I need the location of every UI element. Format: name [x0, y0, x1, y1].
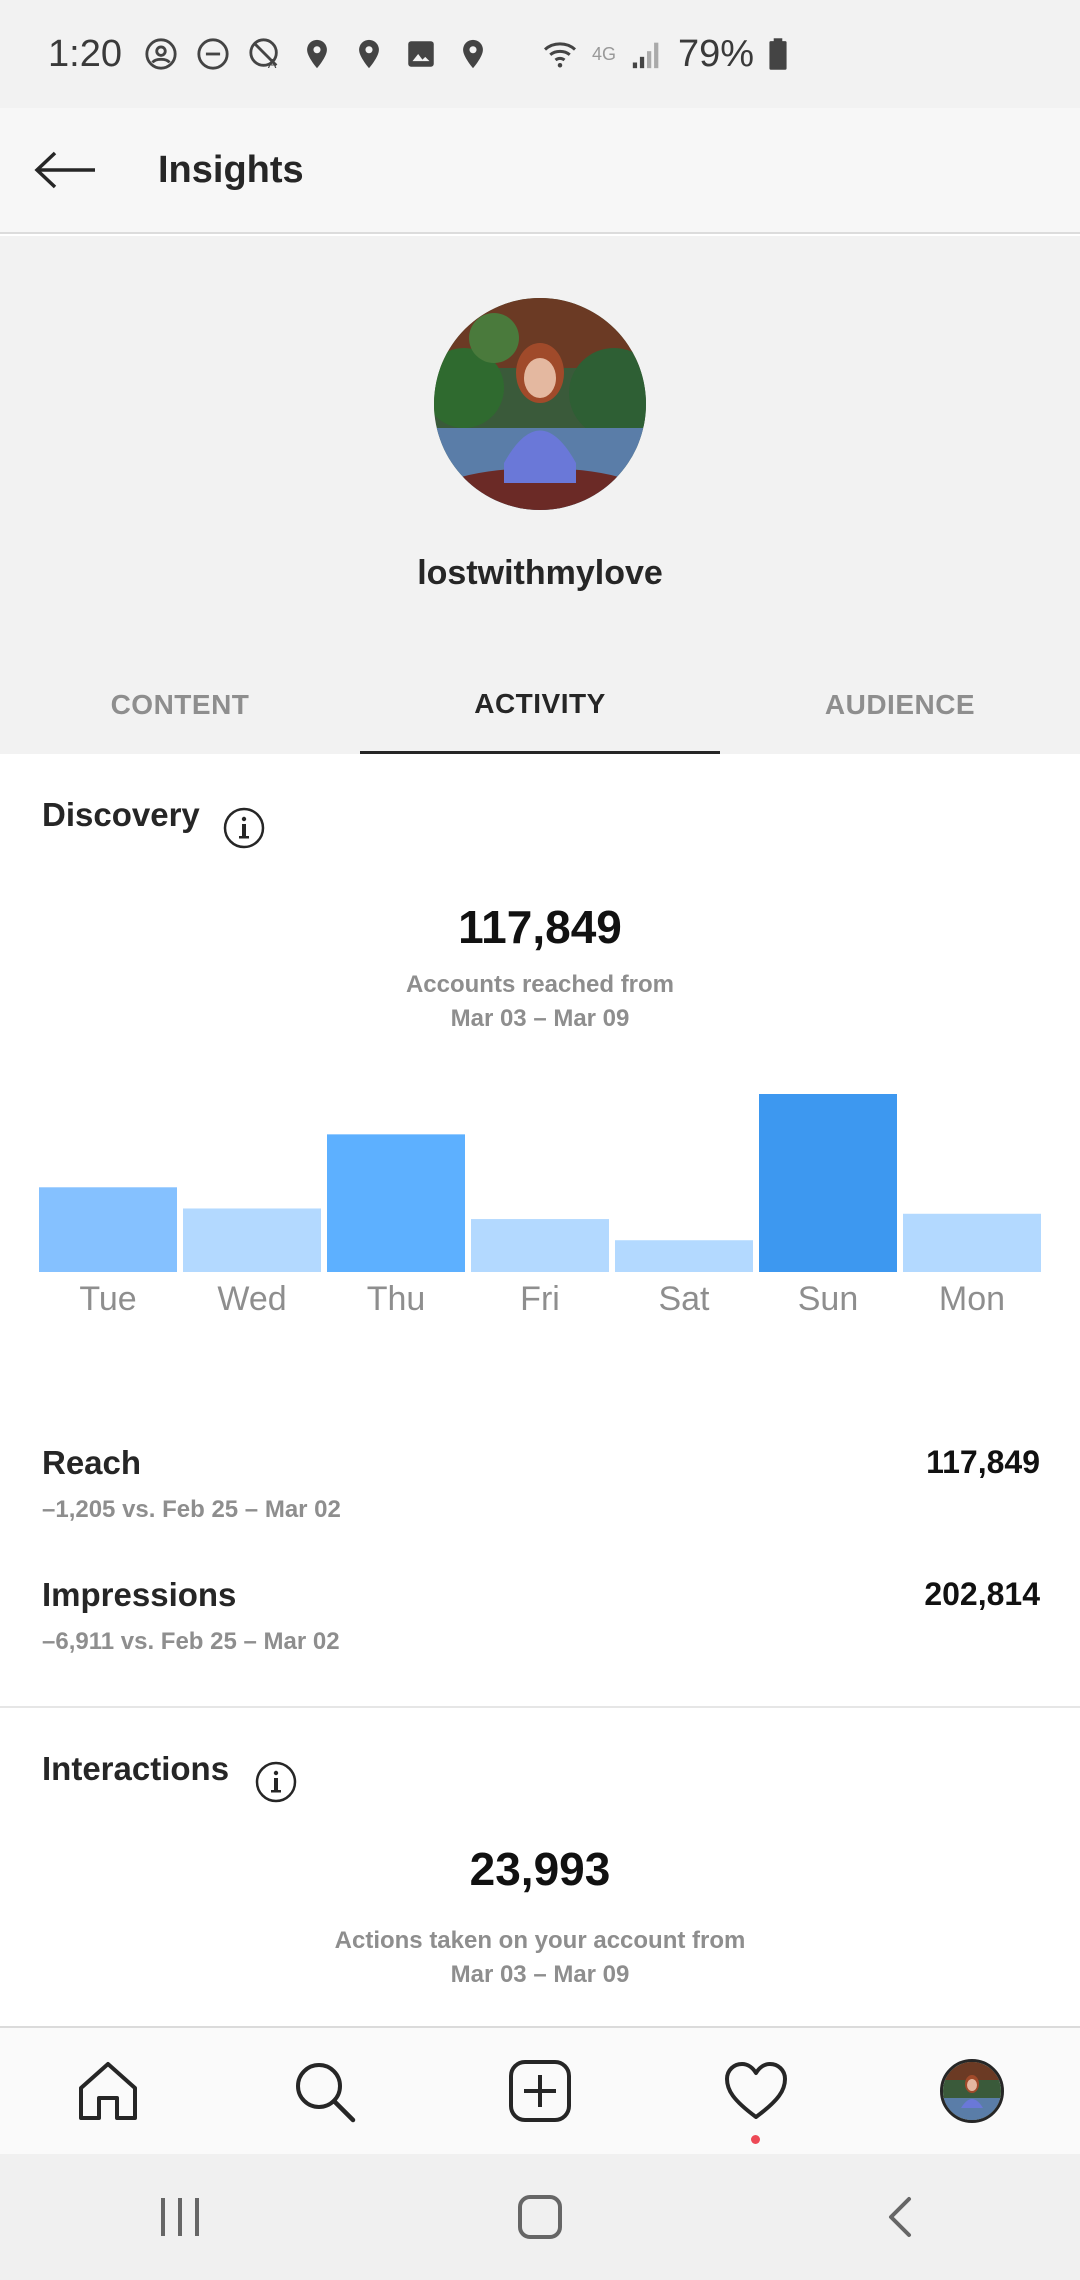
- section-divider: [0, 1706, 1080, 1708]
- discovery-bar-chart: Tue Wed Thu Fri Sat Sun Mon: [36, 1092, 1044, 1318]
- back-system-button[interactable]: [840, 2167, 960, 2267]
- network-type-label: 4G: [591, 43, 616, 64]
- location-icon: [463, 39, 483, 69]
- home-system-button[interactable]: [480, 2167, 600, 2267]
- auto-sync-off-icon: A: [249, 38, 278, 71]
- do-not-disturb-icon: [197, 38, 229, 70]
- impressions-delta: –6,911 vs. Feb 25 – Mar 02: [42, 1628, 340, 1655]
- add-post-icon: [509, 2060, 571, 2122]
- system-nav-bar: [0, 2154, 1080, 2280]
- chart-bar-fri[interactable]: [471, 1219, 609, 1272]
- nav-search[interactable]: [269, 2036, 379, 2146]
- notification-dot: [751, 2135, 760, 2144]
- interactions-title: Interactions: [42, 1750, 230, 1787]
- chart-bar-sun[interactable]: [759, 1092, 897, 1272]
- chart-x-label: Sun: [798, 1280, 859, 1314]
- interactions-caption-line2: Mar 03 – Mar 09: [450, 1961, 630, 1988]
- tab-content[interactable]: CONTENT: [110, 689, 250, 720]
- status-time: 1:20: [48, 32, 122, 75]
- profile-section: lostwithmylove CONTENT ACTIVITY AUDIENCE: [0, 236, 1080, 754]
- bottom-nav: [0, 2026, 1080, 2154]
- chevron-left-icon: [889, 2197, 911, 2237]
- impressions-metric[interactable]: Impressions 202,814 –6,911 vs. Feb 25 – …: [42, 1576, 1040, 1656]
- battery-percentage: 79%: [677, 32, 755, 75]
- activity-content: Discovery 117,849 Accounts reached from …: [0, 754, 1080, 2026]
- chart-x-label: Fri: [520, 1280, 560, 1314]
- image-icon: [408, 41, 434, 67]
- impressions-value: 202,814: [924, 1576, 1040, 1612]
- nav-profile[interactable]: [917, 2036, 1027, 2146]
- discovery-total: 117,849: [458, 901, 622, 953]
- chart-x-label: Tue: [79, 1280, 136, 1314]
- status-system-icons: 4G 79%: [542, 33, 788, 76]
- heart-icon: [725, 2062, 787, 2119]
- nav-new-post[interactable]: [485, 2036, 595, 2146]
- chart-bar-mon[interactable]: [903, 1213, 1041, 1272]
- reach-metric[interactable]: Reach 117,849 –1,205 vs. Feb 25 – Mar 02: [42, 1444, 1040, 1524]
- tab-audience[interactable]: AUDIENCE: [824, 689, 976, 720]
- profile-username: lostwithmylove: [417, 554, 663, 592]
- reach-label: Reach: [42, 1444, 142, 1481]
- location-icon: [359, 39, 379, 69]
- impressions-label: Impressions: [42, 1576, 237, 1613]
- status-notification-icons: A: [144, 37, 490, 71]
- reach-value: 117,849: [926, 1444, 1040, 1480]
- svg-text:A: A: [268, 56, 277, 71]
- nav-home[interactable]: [53, 2036, 163, 2146]
- home-square-icon: [518, 2195, 562, 2239]
- chart-bar-thu[interactable]: [327, 1134, 465, 1272]
- chart-x-label: Mon: [939, 1280, 1005, 1314]
- home-icon: [79, 2062, 137, 2120]
- discovery-caption-line1: Accounts reached from: [405, 971, 675, 998]
- page-title: Insights: [158, 148, 304, 191]
- recent-apps-button[interactable]: [120, 2167, 240, 2267]
- info-icon[interactable]: [254, 1760, 298, 1804]
- chart-bar-wed[interactable]: [183, 1208, 321, 1272]
- interactions-caption-line1: Actions taken on your account from: [334, 1927, 746, 1954]
- chart-bar-tue[interactable]: [39, 1187, 177, 1272]
- wifi-icon: [543, 42, 576, 68]
- reach-delta: –1,205 vs. Feb 25 – Mar 02: [42, 1496, 341, 1523]
- bar-chart-svg: Tue Wed Thu Fri Sat Sun Mon: [39, 1092, 1041, 1318]
- insights-tabs: CONTENT ACTIVITY AUDIENCE: [0, 656, 1080, 754]
- status-bar: 1:20 A 4G 79%: [0, 0, 1080, 108]
- tab-activity[interactable]: ACTIVITY: [360, 656, 720, 754]
- arrow-left-icon: [34, 151, 95, 189]
- battery-icon: [769, 38, 787, 70]
- signal-icon: [632, 42, 659, 69]
- avatar: [940, 2059, 1004, 2123]
- info-icon[interactable]: [222, 806, 266, 850]
- chart-x-label: Wed: [217, 1280, 286, 1314]
- profile-avatar: [434, 298, 646, 510]
- chart-x-label: Sat: [658, 1280, 710, 1314]
- nav-activity[interactable]: [701, 2036, 811, 2146]
- account-circle-icon: [145, 38, 177, 70]
- location-icon: [307, 39, 327, 69]
- discovery-caption-line2: Mar 03 – Mar 09: [450, 1005, 630, 1032]
- chart-bar-sat[interactable]: [615, 1240, 753, 1272]
- app-header: Insights: [0, 108, 1080, 234]
- discovery-title: Discovery: [42, 796, 200, 833]
- search-icon: [296, 2063, 356, 2123]
- recent-apps-icon: [161, 2198, 199, 2236]
- back-button[interactable]: [0, 107, 130, 233]
- interactions-total: 23,993: [469, 1843, 611, 1895]
- chart-x-label: Thu: [367, 1280, 426, 1314]
